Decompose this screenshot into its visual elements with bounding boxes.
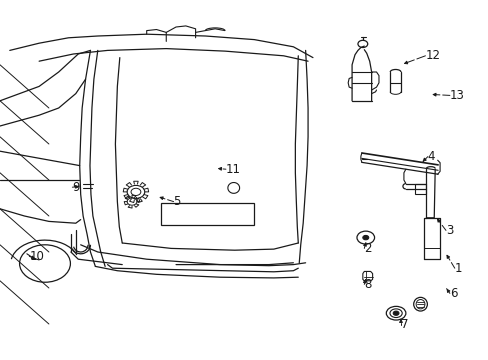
Text: 12: 12 [425, 49, 440, 62]
Bar [414, 184, 426, 194]
Text: 10: 10 [29, 250, 44, 263]
Circle shape [362, 235, 368, 240]
Text: 9: 9 [72, 181, 80, 194]
Text: 8: 8 [364, 278, 371, 291]
Circle shape [392, 311, 398, 315]
Text: 1: 1 [454, 262, 461, 275]
Text: 5: 5 [173, 195, 181, 208]
Text: 13: 13 [449, 89, 464, 102]
Text: 3: 3 [445, 224, 452, 237]
Text: 11: 11 [225, 163, 241, 176]
Text: 7: 7 [400, 318, 407, 331]
Text: 6: 6 [449, 287, 456, 300]
Text: 2: 2 [364, 242, 371, 255]
Text: 4: 4 [427, 150, 434, 163]
Bar [161, 203, 254, 225]
